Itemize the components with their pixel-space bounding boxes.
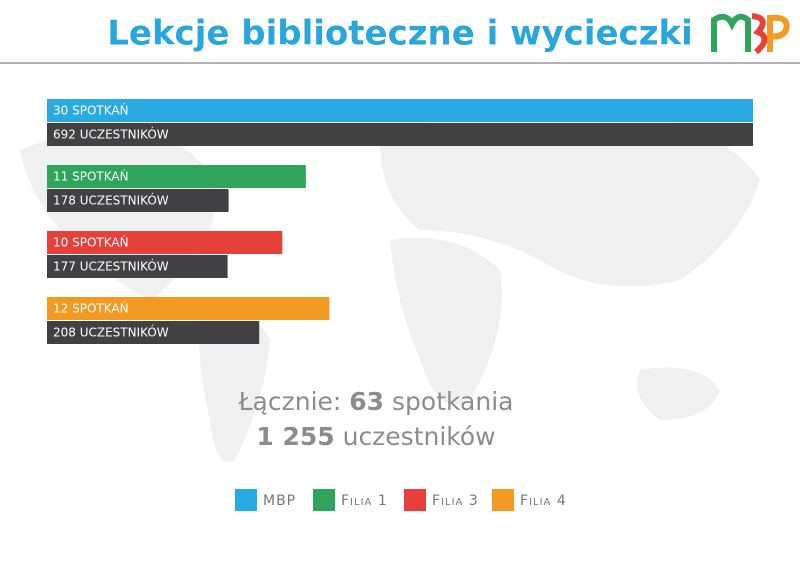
bar-label: 177 UCZESTNIKÓW [53, 259, 169, 274]
total-participants-suffix: uczestników [343, 422, 496, 451]
bar [47, 189, 229, 212]
title: Lekcje biblioteczne i wycieczki [107, 14, 693, 54]
legend-label: Filia 3 [432, 493, 479, 509]
bar-label: 208 UCZESTNIKÓW [53, 325, 169, 340]
legend-label: Filia 1 [341, 493, 388, 509]
total-participants: 1 255 uczestników [256, 422, 495, 451]
total-meetings-suffix: spotkania [392, 387, 513, 416]
bar [47, 255, 228, 278]
bar [47, 123, 753, 146]
legend-swatch [313, 489, 335, 511]
bar [47, 321, 260, 344]
bar-label: 178 UCZESTNIKÓW [53, 193, 169, 208]
total-meetings-value: 63 [349, 387, 384, 416]
bar-label: 10 SPOTKAŃ [53, 235, 129, 250]
bar-label: 692 UCZESTNIKÓW [53, 127, 169, 142]
total-meetings: Łącznie: 63 spotkania [237, 387, 513, 416]
total-prefix: Łącznie: [237, 387, 341, 416]
bar [47, 231, 283, 254]
bar-label: 12 SPOTKAŃ [53, 301, 129, 316]
bar [47, 165, 306, 188]
legend-label: MBP [263, 493, 296, 509]
bar-label: 11 SPOTKAŃ [53, 169, 129, 184]
legend-swatch [492, 489, 514, 511]
legend-swatch [235, 489, 257, 511]
logo [711, 13, 790, 55]
legend-label: Filia 4 [520, 493, 567, 509]
legend-swatch [404, 489, 426, 511]
bar [47, 297, 330, 320]
bar [47, 99, 753, 122]
total-participants-value: 1 255 [256, 422, 334, 451]
bar-label: 30 SPOTKAŃ [53, 103, 129, 118]
